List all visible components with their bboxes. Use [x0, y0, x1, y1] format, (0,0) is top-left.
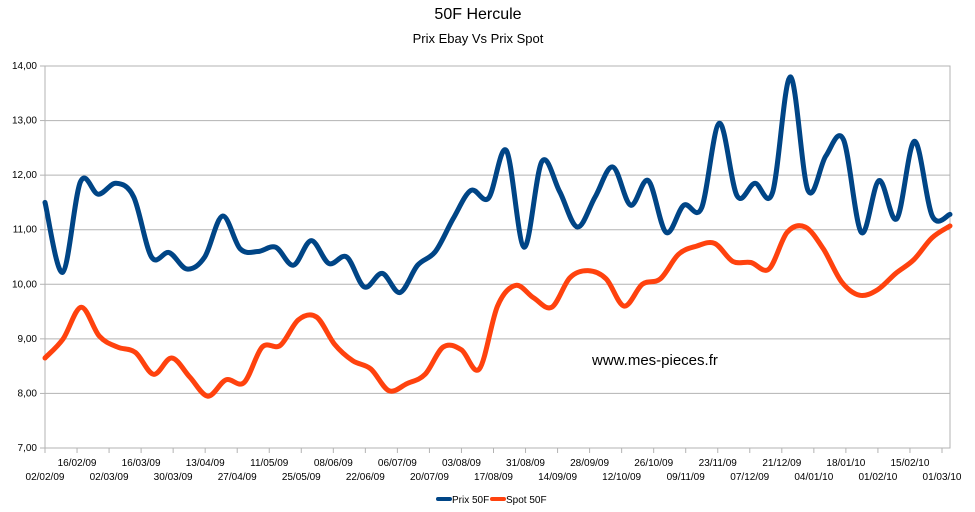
x-tick-label: 18/01/10: [826, 458, 865, 469]
x-tick-label: 09/11/09: [667, 472, 706, 483]
x-tick-label: 01/02/10: [858, 472, 897, 483]
y-axis: 7,00 8,00 9,00 10,00 11,00 12,00 13,00 14,00: [12, 61, 45, 454]
x-tick-label: 23/11/09: [699, 458, 738, 469]
watermark-text: www.mes-pieces.fr: [591, 352, 718, 369]
plot-area: [44, 65, 951, 449]
x-tick-label: 06/07/09: [378, 458, 417, 469]
chart-title: 50F Hercule: [434, 6, 521, 23]
x-tick-label: 04/01/10: [794, 472, 833, 483]
x-tick-label: 31/08/09: [506, 458, 545, 469]
legend: Prix 50F Spot 50F: [436, 495, 547, 506]
series-lines: [42, 74, 953, 399]
x-tick-label: 11/05/09: [250, 458, 289, 469]
x-tick-label: 26/10/09: [634, 458, 673, 469]
y-tick-label: 8,00: [18, 388, 38, 399]
y-tick-label: 7,00: [18, 443, 38, 454]
y-tick-label: 14,00: [12, 61, 37, 72]
x-tick-label: 17/08/09: [474, 472, 513, 483]
legend-label: Spot 50F: [506, 495, 547, 506]
x-tick-label: 15/02/10: [890, 458, 929, 469]
grid-lines: [45, 65, 950, 449]
y-tick-label: 11,00: [13, 225, 38, 236]
x-tick-label: 27/04/09: [218, 472, 257, 483]
x-tick-label: 30/03/09: [154, 472, 193, 483]
y-tick-label: 9,00: [18, 334, 38, 345]
x-tick-label: 03/08/09: [442, 458, 481, 469]
x-axis: 02/02/09 16/02/09 02/03/09 16/03/09 30/03/09…: [26, 448, 962, 483]
y-tick-label: 13,00: [12, 116, 37, 127]
y-tick-label: 12,00: [12, 170, 37, 181]
series-line-prix-50f: [42, 74, 953, 295]
x-tick-label: 16/02/09: [58, 458, 97, 469]
x-tick-label: 25/05/09: [282, 472, 321, 483]
x-tick-label: 12/10/09: [602, 472, 641, 483]
x-tick-label: 08/06/09: [314, 458, 353, 469]
x-tick-label: 02/02/09: [26, 472, 65, 483]
series-line-spot-50f: [42, 223, 953, 399]
legend-label: Prix 50F: [452, 495, 489, 506]
x-tick-label: 02/03/09: [90, 472, 129, 483]
x-tick-label: 07/12/09: [730, 472, 769, 483]
x-tick-label: 28/09/09: [570, 458, 609, 469]
x-tick-label: 13/04/09: [186, 458, 225, 469]
x-tick-label: 01/03/10: [923, 472, 962, 483]
x-tick-label: 16/03/09: [122, 458, 161, 469]
x-tick-label: 21/12/09: [762, 458, 801, 469]
x-tick-label: 14/09/09: [538, 472, 577, 483]
y-tick-label: 10,00: [12, 279, 37, 290]
chart-subtitle: Prix Ebay Vs Prix Spot: [413, 31, 544, 46]
plot-border: [44, 65, 951, 449]
x-tick-label: 20/07/09: [410, 472, 449, 483]
x-tick-label: 22/06/09: [346, 472, 385, 483]
